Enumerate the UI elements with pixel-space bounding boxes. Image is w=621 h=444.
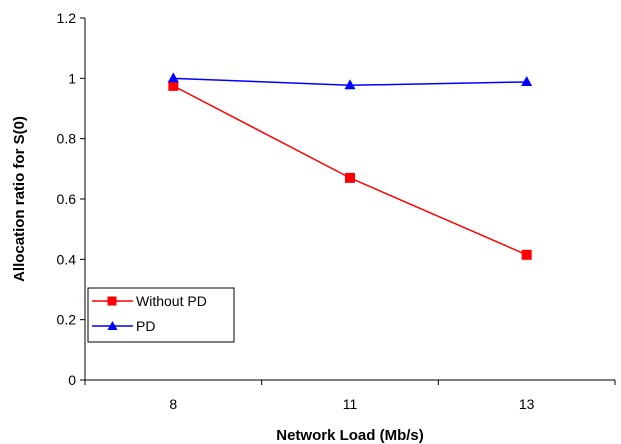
x-ticks: 8 11 13 [84,380,616,412]
x-tick-label: 11 [343,396,358,412]
data-point-pd [344,79,356,90]
y-tick-label: 0.8 [57,131,77,147]
legend-box [87,287,235,343]
y-tick-label: 0.4 [57,251,77,267]
series-pd [167,72,533,90]
y-ticks: 0 0.2 0.4 0.6 0.8 1 1.2 [57,10,85,388]
legend-marker-pd [107,321,118,330]
data-point-pd [521,75,533,86]
x-axis: 8 11 13 [84,379,616,412]
legend-item-pd: PD [92,318,155,334]
y-axis-title: Allocation ratio for S(0) [11,116,28,282]
x-tick-label: 8 [169,396,177,412]
x-tick-label: 13 [519,396,535,412]
series-without-pd [168,80,532,260]
legend: Without PD PD [87,287,235,343]
legend-label-pd: PD [136,318,155,334]
y-axis: 0 0.2 0.4 0.6 0.8 1 1.2 [57,10,86,388]
y-tick-label: 0.2 [57,312,77,328]
y-tick-label: 1.2 [57,10,77,26]
data-point-without-pd [345,172,355,183]
legend-label-without-pd: Without PD [136,293,207,309]
data-point-pd [167,72,179,83]
legend-item-without-pd: Without PD [92,293,207,309]
data-point-without-pd [521,249,532,260]
series-line-without-pd [172,85,527,256]
y-tick-label: 0.6 [57,191,77,207]
y-tick-label: 0 [68,372,76,388]
legend-marker-without-pd [107,296,117,306]
x-axis-title: Network Load (Mb/s) [276,427,424,444]
y-tick-label: 1 [68,70,76,86]
series-layer [167,72,533,260]
data-point-without-pd [168,80,179,91]
